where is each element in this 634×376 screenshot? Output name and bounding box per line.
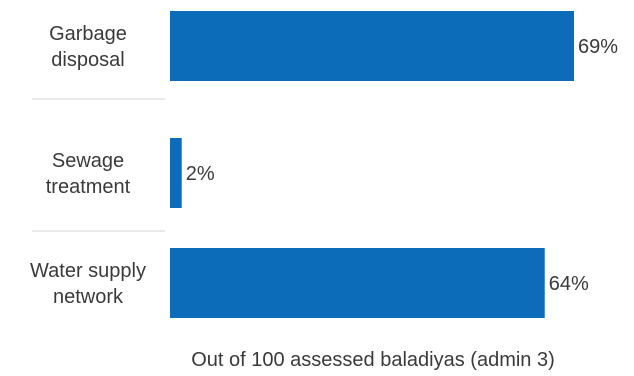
bars: [170, 11, 574, 318]
value-label-0: 69%: [578, 36, 618, 58]
bar-1: [170, 138, 182, 208]
bar-0: [170, 11, 574, 81]
category-label-line: network: [53, 286, 124, 308]
value-label-2: 64%: [549, 273, 589, 295]
category-label-line: Water supply: [30, 260, 146, 282]
category-label-line: disposal: [51, 49, 124, 71]
bar-2: [170, 248, 545, 318]
category-labels: Garbage disposal Sewage treatment Water supp…: [30, 23, 146, 308]
category-label-0: Garbage disposal: [49, 23, 127, 71]
category-label-line: Sewage: [52, 150, 124, 172]
value-labels: 69% 2% 64%: [186, 36, 619, 295]
category-label-line: Garbage: [49, 23, 127, 45]
category-label-2: Water supply network: [30, 260, 146, 308]
category-separators: [32, 98, 165, 232]
value-label-1: 2%: [186, 163, 215, 185]
category-label-line: treatment: [46, 176, 131, 198]
category-label-1: Sewage treatment: [46, 150, 131, 198]
x-axis-label: Out of 100 assessed baladiyas (admin 3): [191, 349, 555, 371]
